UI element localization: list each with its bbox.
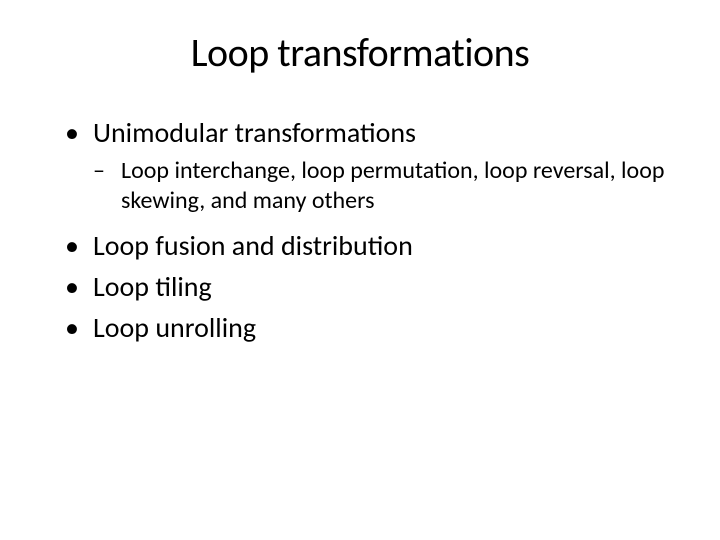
bullet-list: Unimodular transformations Loop intercha…: [50, 115, 670, 345]
bullet-subitem-examples: Loop interchange, loop permutation, loop…: [93, 156, 670, 216]
bullet-item-unrolling: Loop unrolling: [65, 310, 670, 345]
bullet-item-tiling: Loop tiling: [65, 269, 670, 304]
bullet-item-fusion: Loop fusion and distribution: [65, 228, 670, 263]
bullet-item-unimodular: Unimodular transformations: [65, 115, 670, 150]
slide-title: Loop transformations: [50, 28, 670, 77]
